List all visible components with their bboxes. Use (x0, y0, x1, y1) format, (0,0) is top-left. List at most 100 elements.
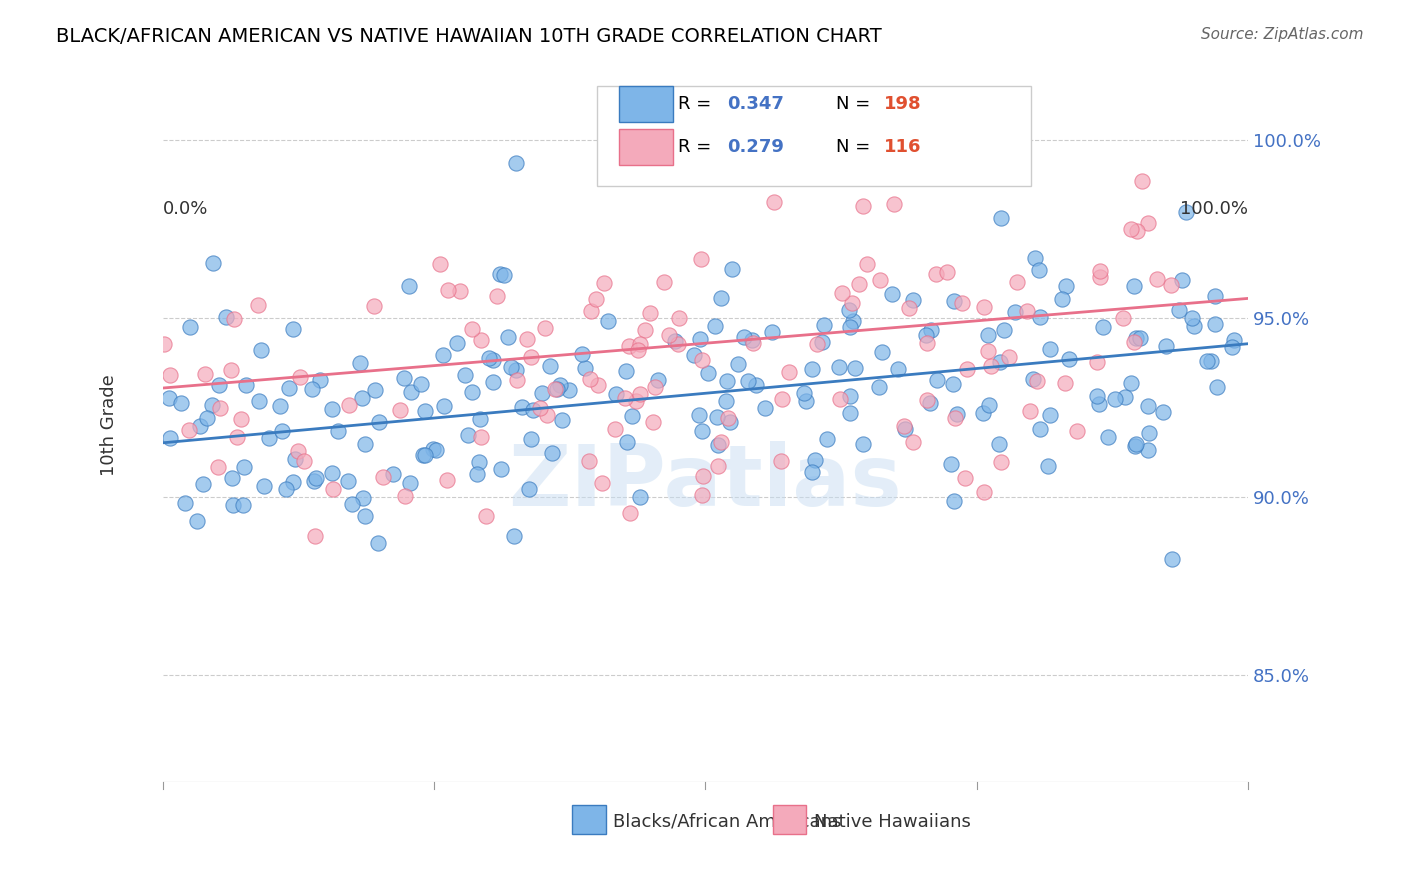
Blacks/African Americans (367, 536, 389, 550)
Blacks/African Americans (844, 360, 866, 375)
Native Hawaiians (461, 322, 484, 336)
Native Hawaiians (956, 362, 979, 376)
Blacks/African Americans (1123, 439, 1146, 453)
Blacks/African Americans (1029, 310, 1052, 324)
Blacks/African Americans (988, 355, 1011, 369)
Native Hawaiians (449, 285, 471, 299)
Blacks/African Americans (321, 401, 343, 416)
Native Hawaiians (1126, 224, 1149, 238)
Blacks/African Americans (558, 383, 581, 397)
Native Hawaiians (1085, 355, 1108, 369)
Blacks/African Americans (1057, 351, 1080, 366)
Blacks/African Americans (605, 387, 627, 401)
Blacks/African Americans (269, 399, 291, 413)
Blacks/African Americans (710, 292, 733, 306)
Blacks/African Americans (815, 433, 838, 447)
Blacks/African Americans (920, 323, 942, 337)
Blacks/African Americans (793, 385, 815, 400)
Blacks/African Americans (505, 156, 527, 170)
Blacks/African Americans (801, 361, 824, 376)
Blacks/African Americans (1097, 429, 1119, 443)
Blacks/African Americans (546, 382, 568, 396)
Blacks/African Americans (1085, 389, 1108, 403)
Native Hawaiians (1019, 404, 1042, 418)
Native Hawaiians (917, 335, 939, 350)
Blacks/African Americans (382, 467, 405, 482)
Blacks/African Americans (1199, 354, 1222, 368)
Blacks/African Americans (271, 424, 294, 438)
Blacks/African Americans (718, 415, 741, 429)
Native Hawaiians (1146, 272, 1168, 286)
Blacks/African Americans (727, 357, 749, 371)
Blacks/African Americans (422, 442, 444, 457)
Blacks/African Americans (1004, 305, 1026, 319)
Native Hawaiians (977, 343, 1000, 358)
Blacks/African Americans (689, 332, 711, 346)
Blacks/African Americans (1182, 319, 1205, 334)
Blacks/African Americans (253, 479, 276, 493)
Native Hawaiians (883, 196, 905, 211)
Blacks/African Americans (692, 425, 714, 439)
Blacks/African Americans (499, 360, 522, 375)
Blacks/African Americans (647, 373, 669, 387)
Text: Source: ZipAtlas.com: Source: ZipAtlas.com (1201, 27, 1364, 42)
Blacks/African Americans (195, 411, 218, 425)
Native Hawaiians (831, 285, 853, 300)
Native Hawaiians (337, 398, 360, 412)
Blacks/African Americans (688, 409, 710, 423)
Blacks/African Americans (800, 465, 823, 479)
Native Hawaiians (1136, 216, 1159, 230)
Native Hawaiians (903, 435, 925, 450)
Blacks/African Americans (707, 437, 730, 451)
Blacks/African Americans (683, 348, 706, 362)
Blacks/African Americans (349, 356, 371, 370)
Native Hawaiians (643, 415, 665, 429)
Native Hawaiians (692, 353, 714, 368)
Blacks/African Americans (1091, 319, 1114, 334)
Blacks/African Americans (942, 376, 965, 391)
Native Hawaiians (943, 411, 966, 425)
Blacks/African Americans (1028, 263, 1050, 277)
Blacks/African Americans (882, 287, 904, 301)
Blacks/African Americans (839, 389, 862, 403)
Native Hawaiians (770, 454, 793, 468)
Native Hawaiians (603, 422, 626, 436)
Blacks/African Americans (409, 377, 432, 392)
Blacks/African Americans (716, 375, 738, 389)
Native Hawaiians (869, 273, 891, 287)
Native Hawaiians (742, 336, 765, 351)
Text: ZIPatlas: ZIPatlas (509, 441, 903, 524)
Blacks/African Americans (201, 398, 224, 412)
Blacks/African Americans (174, 496, 197, 510)
Blacks/African Americans (901, 293, 924, 307)
Blacks/African Americans (1121, 376, 1143, 390)
Blacks/African Americans (489, 461, 512, 475)
Native Hawaiians (1026, 374, 1049, 388)
Blacks/African Americans (492, 268, 515, 283)
Blacks/African Americans (1220, 339, 1243, 353)
Native Hawaiians (855, 257, 877, 271)
Blacks/African Americans (1171, 273, 1194, 287)
Blacks/African Americans (972, 406, 994, 420)
Native Hawaiians (770, 392, 793, 406)
Blacks/African Americans (433, 399, 456, 413)
Native Hawaiians (634, 324, 657, 338)
Native Hawaiians (806, 336, 828, 351)
Native Hawaiians (1015, 304, 1038, 318)
Native Hawaiians (652, 276, 675, 290)
Blacks/African Americans (505, 363, 527, 377)
Native Hawaiians (953, 471, 976, 485)
Native Hawaiians (628, 337, 651, 351)
Text: R =: R = (678, 138, 717, 156)
Blacks/African Americans (1204, 317, 1226, 331)
Blacks/African Americans (482, 352, 505, 367)
Blacks/African Americans (794, 394, 817, 409)
Blacks/African Americans (870, 345, 893, 359)
Native Hawaiians (852, 199, 875, 213)
Blacks/African Americans (1125, 437, 1147, 451)
Blacks/African Americans (979, 398, 1001, 412)
Blacks/African Americans (202, 256, 225, 270)
Blacks/African Americans (222, 498, 245, 512)
Blacks/African Americans (412, 448, 434, 462)
Blacks/African Americans (232, 498, 254, 512)
